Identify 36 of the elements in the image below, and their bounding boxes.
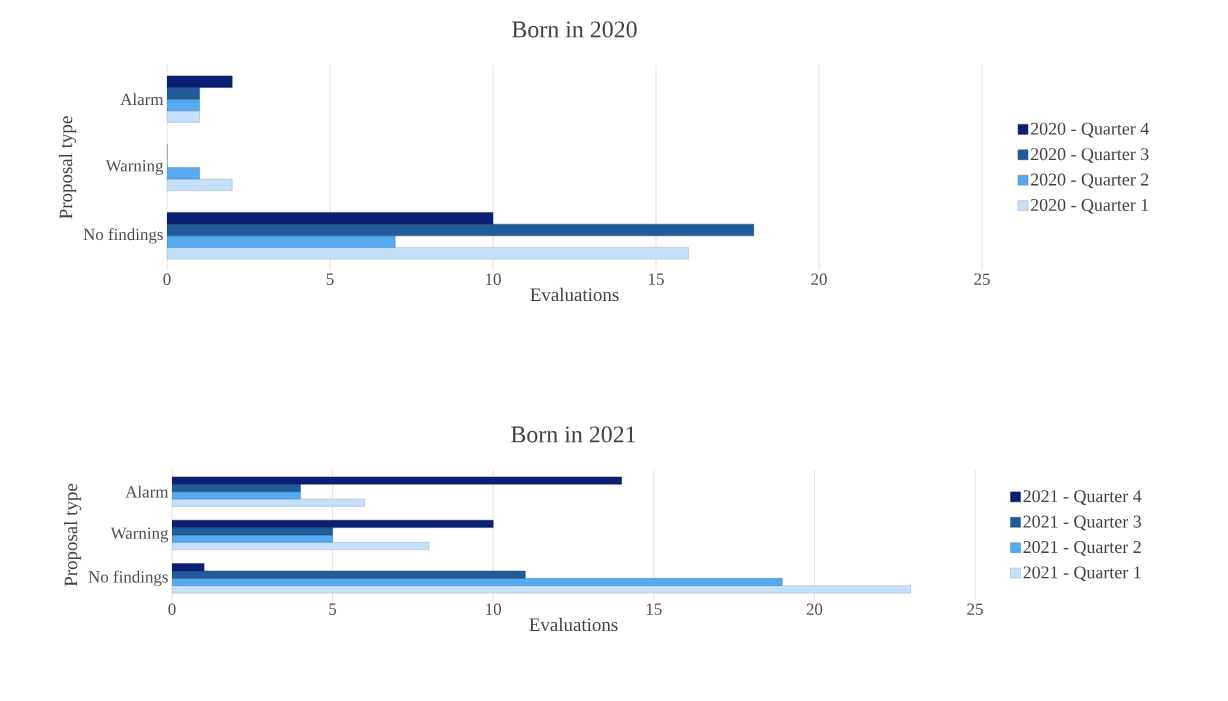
x-tick-label: 10 (486, 273, 501, 285)
x-tick-label: 25 (967, 603, 983, 615)
y-tick-label: Alarm (120, 93, 164, 106)
x-tick-label: 15 (649, 273, 664, 285)
legend-label: 2020 - Quarter 3 (1030, 148, 1149, 163)
x-tick-label: 5 (326, 273, 334, 285)
x-tick-label: 25 (974, 273, 990, 285)
y-axis-title: Proposal type (58, 116, 77, 219)
x-tick-label: 20 (806, 603, 823, 615)
bar (167, 235, 396, 248)
legend-label: 2020 - Quarter 2 (1030, 173, 1149, 189)
y-axis-title: Proposal type (63, 483, 82, 587)
x-axis-title: Evaluations (529, 617, 618, 632)
legend-label: 2021 - Quarter 1 (1023, 566, 1141, 582)
legend-label: 2020 - Quarter 1 (1030, 198, 1149, 214)
x-tick-label: 0 (163, 273, 171, 285)
chart-title: Born in 2021 (511, 426, 636, 443)
y-tick-label: Warning (110, 527, 169, 543)
legend-label: 2021 - Quarter 3 (1023, 515, 1142, 531)
bar (167, 87, 200, 100)
x-tick-label: 15 (646, 603, 662, 615)
y-tick-label: No findings (88, 570, 168, 587)
bar (167, 110, 200, 123)
bar (167, 212, 494, 225)
y-tick-label: Warning (105, 160, 164, 175)
x-tick-label: 20 (811, 273, 827, 285)
x-tick-label: 5 (329, 603, 337, 615)
x-tick-label: 0 (168, 603, 176, 615)
legend-label: 2021 - Quarter 2 (1023, 540, 1141, 556)
y-tick-label: No findings (83, 228, 163, 244)
chart-title: Born in 2020 (512, 21, 637, 38)
y-tick-label: Alarm (125, 485, 169, 498)
legend-label: 2021 - Quarter 4 (1023, 490, 1142, 505)
x-tick-label: 10 (486, 603, 502, 615)
legend-label: 2020 - Quarter 4 (1030, 122, 1149, 138)
x-axis-title: Evaluations (530, 287, 619, 302)
